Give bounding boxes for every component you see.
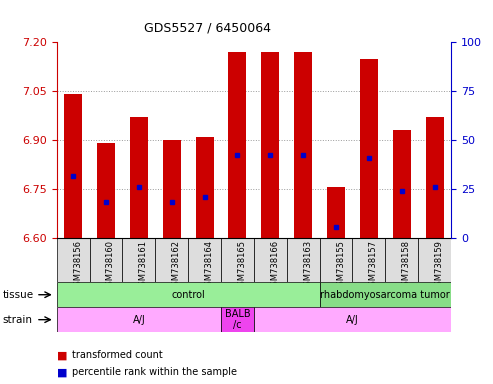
Bar xyxy=(221,307,254,332)
Text: GSM738156: GSM738156 xyxy=(73,240,82,291)
Bar xyxy=(221,238,254,282)
Text: A/J: A/J xyxy=(133,314,145,325)
Text: GSM738161: GSM738161 xyxy=(139,240,148,291)
Bar xyxy=(254,307,451,332)
Bar xyxy=(319,238,352,282)
Text: GSM738165: GSM738165 xyxy=(238,240,246,291)
Text: GSM738162: GSM738162 xyxy=(172,240,181,291)
Bar xyxy=(163,140,181,238)
Text: GSM738158: GSM738158 xyxy=(402,240,411,291)
Bar xyxy=(418,238,451,282)
Text: rhabdomyosarcoma tumor: rhabdomyosarcoma tumor xyxy=(320,290,450,300)
Bar xyxy=(352,238,386,282)
Bar xyxy=(155,238,188,282)
Bar xyxy=(188,238,221,282)
Text: tissue: tissue xyxy=(2,290,34,300)
Bar xyxy=(57,282,319,307)
Bar xyxy=(254,238,287,282)
Bar xyxy=(122,238,155,282)
Text: GSM738159: GSM738159 xyxy=(435,240,444,291)
Bar xyxy=(360,58,378,238)
Bar xyxy=(294,52,312,238)
Text: ■: ■ xyxy=(57,367,67,377)
Text: control: control xyxy=(171,290,205,300)
Bar xyxy=(64,94,82,238)
Text: percentile rank within the sample: percentile rank within the sample xyxy=(72,367,238,377)
Text: strain: strain xyxy=(2,314,33,325)
Text: GSM738163: GSM738163 xyxy=(303,240,312,291)
Bar xyxy=(287,238,319,282)
Bar xyxy=(327,187,345,238)
Text: GDS5527 / 6450064: GDS5527 / 6450064 xyxy=(143,21,271,34)
Text: transformed count: transformed count xyxy=(72,350,163,360)
Text: GSM738155: GSM738155 xyxy=(336,240,345,291)
Bar xyxy=(130,117,148,238)
Text: GSM738164: GSM738164 xyxy=(205,240,213,291)
Bar xyxy=(57,238,90,282)
Bar xyxy=(425,117,444,238)
Bar xyxy=(319,282,451,307)
Bar xyxy=(228,52,246,238)
Bar xyxy=(386,238,418,282)
Bar xyxy=(393,130,411,238)
Bar xyxy=(196,137,213,238)
Text: GSM738157: GSM738157 xyxy=(369,240,378,291)
Text: GSM738160: GSM738160 xyxy=(106,240,115,291)
Text: GSM738166: GSM738166 xyxy=(270,240,280,291)
Text: BALB
/c: BALB /c xyxy=(225,309,250,331)
Bar xyxy=(97,143,115,238)
Text: A/J: A/J xyxy=(346,314,359,325)
Bar xyxy=(261,52,280,238)
Text: ■: ■ xyxy=(57,350,67,360)
Bar xyxy=(57,307,221,332)
Bar xyxy=(90,238,122,282)
